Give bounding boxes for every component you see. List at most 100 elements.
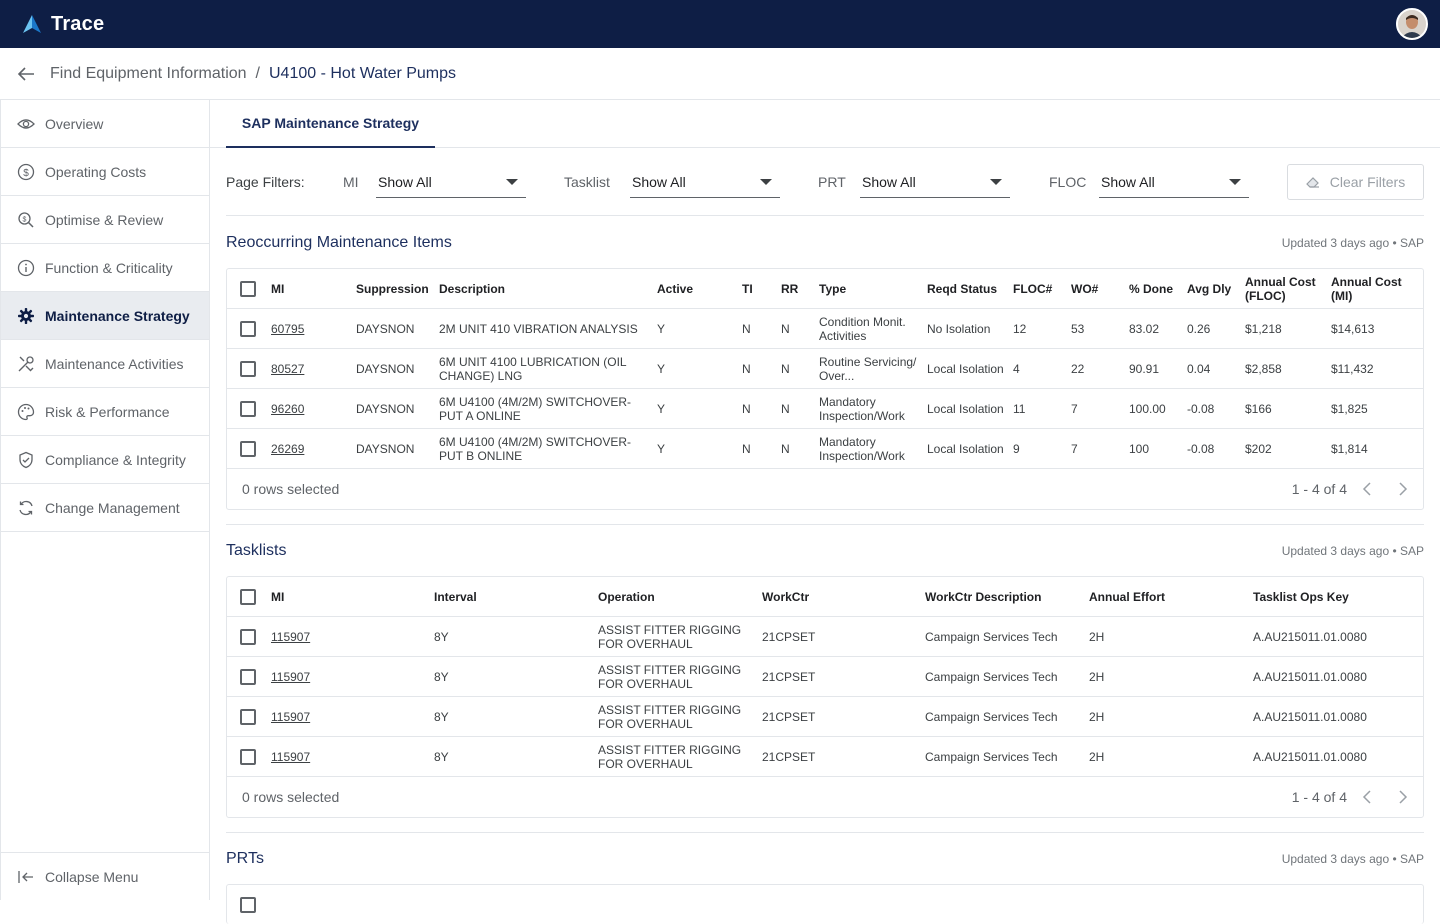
mi-link[interactable]: 115907 [271,629,311,644]
cell-tasklist-ops-key: A.AU215011.01.0080 [1253,669,1367,684]
column-header[interactable]: Reqd Status [927,281,998,296]
column-header[interactable]: Description [439,281,506,296]
cell-workctr: 21CPSET [762,709,816,724]
cell-operation: ASSIST FITTER RIGGING FOR OVERHAUL [598,662,742,691]
collapse-menu-button[interactable]: Collapse Menu [1,852,210,900]
tab-sap-maintenance-strategy[interactable]: SAP Maintenance Strategy [226,100,435,148]
table-header-row: MI Interval Operation WorkCtr WorkCtr De… [227,577,1423,617]
column-header[interactable]: TI [742,281,753,296]
mi-link[interactable]: 115907 [271,709,311,724]
mi-link[interactable]: 80527 [271,361,305,376]
table-row[interactable]: 26269 DAYSNON 6M U4100 (4M/2M) SWITCHOVE… [227,429,1423,469]
table-row[interactable]: 80527 DAYSNON 6M UNIT 4100 LUBRICATION (… [227,349,1423,389]
clear-filters-label: Clear Filters [1329,174,1406,190]
sidebar-item-label: Operating Costs [45,163,147,180]
column-header[interactable]: Annual Cost (MI) [1331,274,1402,303]
column-header[interactable]: Type [819,281,847,296]
column-header[interactable]: WorkCtr [762,589,810,604]
pagination-range: 1 - 4 of 4 [1291,789,1347,805]
column-header[interactable]: Operation [598,589,655,604]
sidebar-item-maintenance-activities[interactable]: Maintenance Activities [1,340,209,388]
table-row[interactable]: 115907 8Y ASSIST FITTER RIGGING FOR OVER… [227,697,1423,737]
mi-link[interactable]: 26269 [271,441,305,456]
sidebar-item-operating-costs[interactable]: $ Operating Costs [1,148,209,196]
row-checkbox[interactable] [240,629,256,645]
sidebar-item-risk-performance[interactable]: Risk & Performance [1,388,209,436]
select-all-checkbox[interactable] [240,897,256,913]
cell-tasklist-ops-key: A.AU215011.01.0080 [1253,749,1367,764]
collapse-arrow-icon [17,868,35,886]
shield-icon [17,451,35,469]
filter-floc-label: FLOC [1049,174,1087,190]
row-checkbox[interactable] [240,669,256,685]
column-header[interactable]: FLOC# [1013,281,1053,296]
filter-floc-select[interactable]: Show All [1099,166,1249,198]
cell-rr: N [781,361,790,376]
mi-link[interactable]: 96260 [271,401,305,416]
table-header-row: MI Suppression Description Active TI RR … [227,269,1423,309]
cell-suppression: DAYSNON [356,401,415,416]
column-header[interactable]: Annual Cost (FLOC) [1245,274,1316,303]
column-header[interactable]: RR [781,281,799,296]
mi-link[interactable]: 115907 [271,669,311,684]
cell-percent-done: 100.00 [1129,401,1166,416]
cell-rr: N [781,441,790,456]
column-header[interactable]: Annual Effort [1089,589,1165,604]
sidebar-item-label: Function & Criticality [45,259,173,276]
table-row[interactable]: 60795 DAYSNON 2M UNIT 410 VIBRATION ANAL… [227,309,1423,349]
cell-wo-count: 22 [1071,361,1085,376]
chevron-right-icon[interactable] [1393,479,1413,499]
filter-mi-select[interactable]: Show All [376,166,526,198]
table-row[interactable]: 115907 8Y ASSIST FITTER RIGGING FOR OVER… [227,617,1423,657]
cell-active: Y [657,441,666,456]
select-all-checkbox[interactable] [240,281,256,297]
chevron-left-icon[interactable] [1357,787,1377,807]
sidebar-item-label: Overview [45,115,104,132]
select-all-checkbox[interactable] [240,589,256,605]
column-header[interactable]: MI [271,281,285,296]
cell-workctr-description: Campaign Services Tech [925,629,1058,644]
cell-active: Y [657,401,666,416]
chevron-left-icon[interactable] [1357,479,1377,499]
clear-filters-button[interactable]: Clear Filters [1287,164,1424,200]
mi-link[interactable]: 115907 [271,749,311,764]
user-avatar[interactable] [1396,8,1428,40]
back-arrow-icon[interactable] [16,64,36,84]
row-checkbox[interactable] [240,709,256,725]
row-checkbox[interactable] [240,321,256,337]
row-checkbox[interactable] [240,361,256,377]
row-checkbox[interactable] [240,749,256,765]
chevron-right-icon[interactable] [1393,787,1413,807]
column-header[interactable]: % Done [1129,281,1174,296]
sidebar-item-maintenance-strategy[interactable]: Maintenance Strategy [1,292,209,340]
filter-tasklist-select[interactable]: Show All [630,166,780,198]
table-row[interactable]: 115907 8Y ASSIST FITTER RIGGING FOR OVER… [227,657,1423,697]
column-header[interactable]: Active [657,281,694,296]
sidebar-item-compliance-integrity[interactable]: Compliance & Integrity [1,436,209,484]
cell-workctr: 21CPSET [762,629,816,644]
table-row[interactable]: 115907 8Y ASSIST FITTER RIGGING FOR OVER… [227,737,1423,777]
column-header[interactable]: Interval [434,589,477,604]
column-header[interactable]: Tasklist Ops Key [1253,589,1349,604]
sidebar-item-overview[interactable]: Overview [1,100,209,148]
sidebar-item-optimise-review[interactable]: $ Optimise & Review [1,196,209,244]
section-title-prts: PRTs [226,850,264,867]
mi-link[interactable]: 60795 [271,321,305,336]
sidebar-item-label: Maintenance Activities [45,355,184,372]
breadcrumb-parent-link[interactable]: Find Equipment Information [50,64,247,82]
filter-mi-value: Show All [378,174,432,190]
filter-prt-select[interactable]: Show All [860,166,1010,198]
row-checkbox[interactable] [240,401,256,417]
sidebar-item-function-criticality[interactable]: Function & Criticality [1,244,209,292]
column-header[interactable]: WO# [1071,281,1099,296]
table-row[interactable]: 96260 DAYSNON 6M U4100 (4M/2M) SWITCHOVE… [227,389,1423,429]
column-header[interactable]: WorkCtr Description [925,589,1042,604]
column-header[interactable]: Suppression [356,281,429,296]
sidebar-item-change-management[interactable]: Change Management [1,484,209,532]
info-icon [17,259,35,277]
app-logo[interactable]: Trace [22,13,104,36]
column-header[interactable]: Avg Dly [1187,281,1232,296]
section-meta-prts: Updated 3 days ago • SAP [1281,852,1424,866]
column-header[interactable]: MI [271,589,285,604]
row-checkbox[interactable] [240,441,256,457]
